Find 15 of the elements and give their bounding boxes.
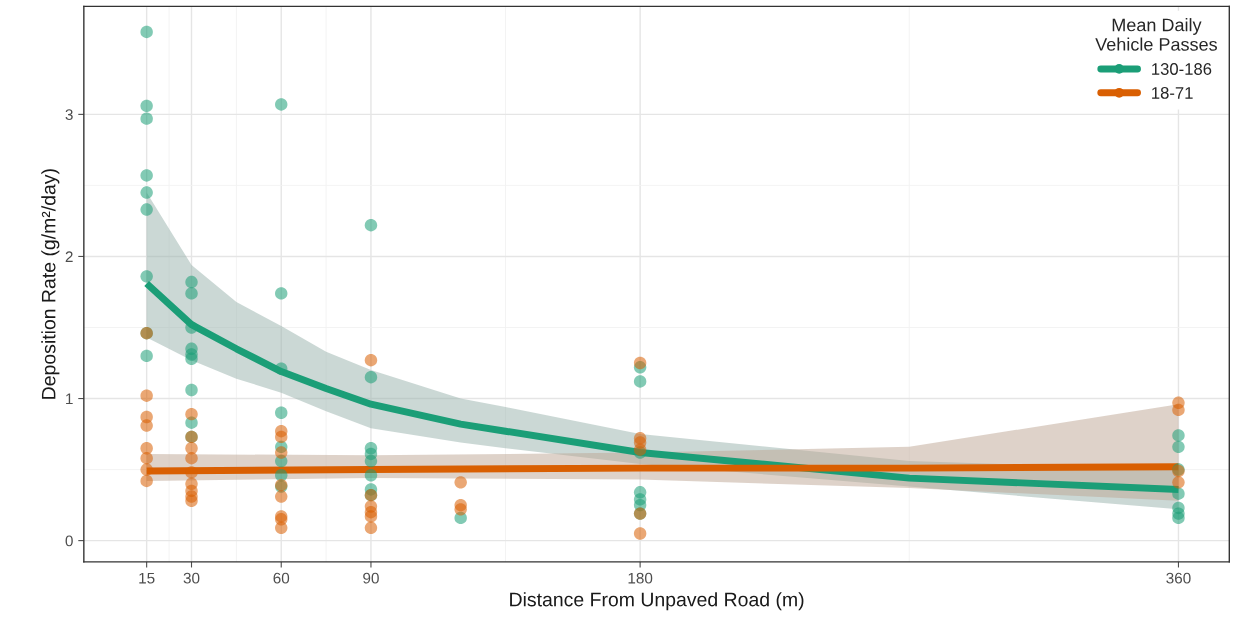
- y-tick-label: 2: [65, 251, 73, 262]
- x-tick-label: 180: [628, 572, 653, 584]
- y-tick-label: 3: [65, 109, 73, 121]
- legend-label: 18-71: [1152, 86, 1193, 99]
- x-tick-label: 15: [139, 572, 155, 584]
- x-axis-title: Distance From Unpaved Road (m): [510, 592, 804, 611]
- y-tick-label: 1: [66, 393, 73, 405]
- x-tick-label: 90: [363, 572, 379, 584]
- x-tick-label: 360: [1166, 572, 1191, 584]
- legend-title: Mean Daily Vehicle Passes: [1095, 18, 1217, 51]
- x-tick-label: 30: [183, 572, 200, 584]
- y-tick-label: 0: [65, 535, 73, 547]
- legend-label: 130-186: [1152, 63, 1212, 75]
- y-axis-title: Deposition Rate (g/m²/day): [41, 169, 60, 399]
- x-tick-label: 60: [273, 572, 290, 584]
